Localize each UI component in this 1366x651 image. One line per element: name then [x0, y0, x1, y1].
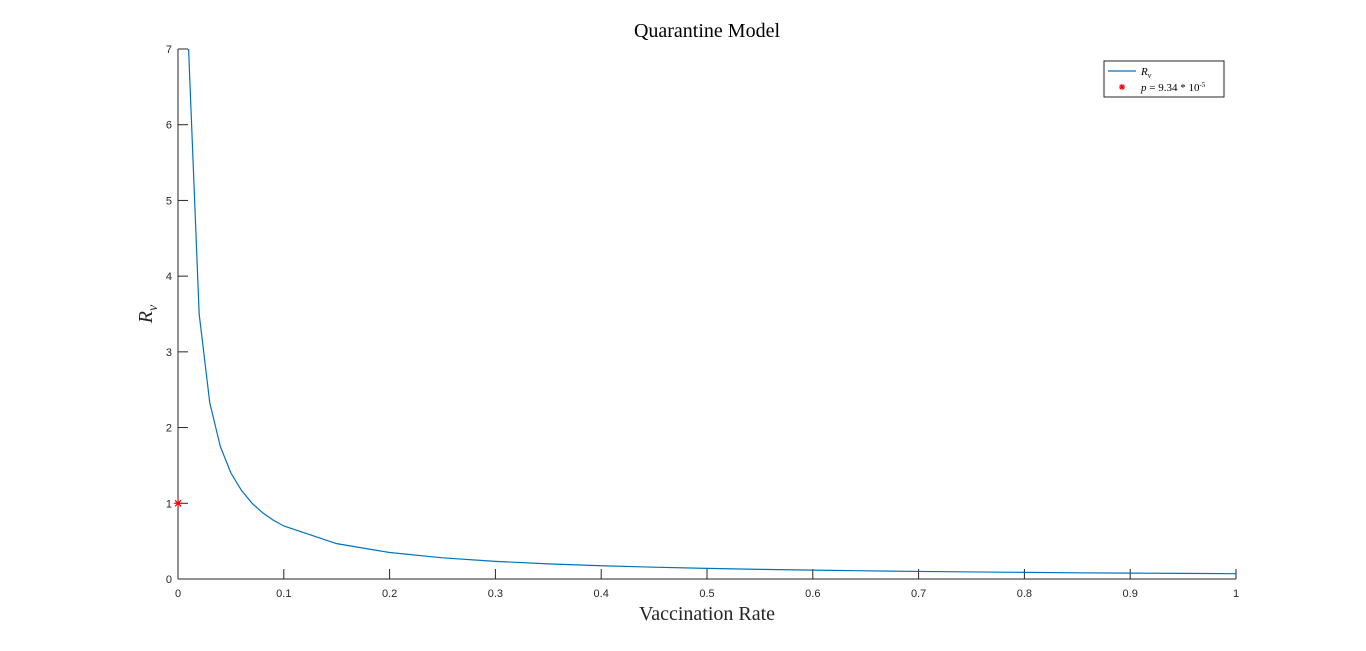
legend-marker-p	[1119, 84, 1125, 90]
marker-stroke	[174, 499, 182, 507]
y-tick-label: 1	[166, 498, 172, 510]
legend-label-rv-subscript: v	[1148, 71, 1152, 80]
y-axis-label-subscript: v	[146, 304, 161, 311]
series-layer	[174, 48, 1237, 575]
x-tick-label: 0.6	[805, 588, 820, 600]
y-tick-label: 6	[166, 120, 172, 132]
legend-label-rv: Rv	[1140, 66, 1152, 80]
chart-title: Quarantine Model	[634, 20, 781, 42]
plot-area: 0 0.1 0.2 0.3 0.4 0.5 0.6 0.7 0.8 0.9 1 0 1 2 3 4 5 6 7	[166, 44, 1239, 600]
y-tick-label: 2	[166, 423, 172, 435]
x-tick-label: 0	[175, 588, 181, 600]
x-tick-label: 0.7	[911, 588, 926, 600]
x-tick-label: 0.4	[594, 588, 609, 600]
legend-label-p: p = 9.34 * 10-5	[1140, 81, 1206, 94]
x-tick-label: 0.9	[1123, 588, 1138, 600]
x-tick-label: 1	[1233, 588, 1239, 600]
x-axis-label: Vaccination Rate	[639, 603, 775, 625]
y-axis-label: Rv	[135, 304, 161, 324]
y-tick-label: 7	[166, 44, 172, 56]
marker-stroke	[1119, 84, 1125, 90]
y-axis-label-symbol: R	[135, 311, 157, 324]
y-tick-label: 3	[166, 347, 172, 359]
x-tick-label: 0.1	[276, 588, 291, 600]
y-tick-label: 0	[166, 574, 172, 586]
series-marker-p	[174, 499, 183, 508]
legend-box	[1103, 60, 1225, 98]
axes: 0 0.1 0.2 0.3 0.4 0.5 0.6 0.7 0.8 0.9 1 0 1 2 3 4 5 6 7	[166, 44, 1239, 600]
x-tick-label: 0.5	[699, 588, 714, 600]
legend-label-p-rhs: = 9.34 * 10	[1147, 82, 1200, 94]
x-tick-label: 0.2	[382, 588, 397, 600]
y-tick-label: 5	[166, 195, 172, 207]
x-tick-label: 0.3	[488, 588, 503, 600]
series-line-rv	[187, 48, 1237, 575]
legend-label-p-lhs: p	[1140, 82, 1147, 94]
x-tick-label: 0.8	[1017, 588, 1032, 600]
legend: Rvp = 9.34 * 10-5	[1103, 60, 1225, 98]
legend-label-rv-symbol: R	[1140, 66, 1148, 78]
y-tick-label: 4	[166, 271, 172, 283]
legend-label-p-exponent: -5	[1199, 81, 1205, 89]
